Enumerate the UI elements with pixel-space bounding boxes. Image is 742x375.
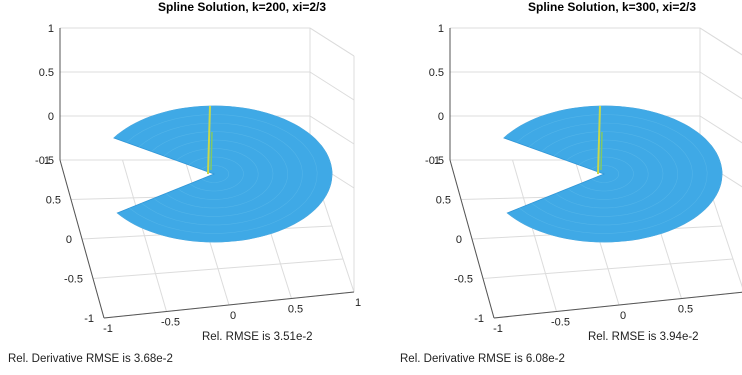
y-tick-label: -1 bbox=[474, 313, 484, 325]
x-axis-line bbox=[493, 291, 742, 319]
y-tick-label: 1 bbox=[434, 155, 440, 167]
x-tick-label: -0.5 bbox=[551, 317, 570, 329]
plot-title-left: Spline Solution, k=200, xi=2/3 bbox=[158, 0, 327, 14]
x-tick-label: -1 bbox=[493, 323, 503, 335]
surface-mesh bbox=[113, 105, 333, 243]
derivative-rmse-text-right: Rel. Derivative RMSE is 6.08e-2 bbox=[400, 353, 565, 365]
surface-mesh-ring bbox=[163, 139, 274, 209]
z-gridline-side bbox=[699, 27, 742, 56]
z-tick-label: 0 bbox=[48, 111, 54, 123]
y-gridline bbox=[92, 258, 344, 279]
surface-mesh-ring bbox=[541, 131, 679, 217]
surface-mesh-ring bbox=[113, 105, 333, 243]
y-tick-label: 0 bbox=[456, 234, 462, 246]
x-tick-label: 0 bbox=[230, 310, 236, 322]
y-tick-label: -0.5 bbox=[64, 274, 83, 286]
surface-spike-secondary bbox=[600, 131, 603, 171]
surface-spike bbox=[207, 105, 211, 175]
surface-mesh-ring bbox=[516, 114, 708, 234]
surface-mesh-ring bbox=[566, 148, 649, 200]
surface-mesh-ring bbox=[151, 131, 289, 217]
z-tick-label: 1 bbox=[438, 23, 444, 35]
x-tick-label: -1 bbox=[103, 323, 113, 335]
surface-mesh-ring bbox=[553, 139, 664, 209]
x-tick-label: 0.5 bbox=[678, 304, 693, 316]
y-gridline bbox=[482, 258, 734, 279]
y-axis-line bbox=[59, 159, 105, 319]
surface-mesh-ring bbox=[503, 105, 723, 243]
plot-title-right: Spline Solution, k=300, xi=2/3 bbox=[528, 0, 697, 14]
x-tick-label: 1 bbox=[355, 297, 361, 309]
z-tick-label: -0.5 bbox=[425, 155, 444, 167]
x-tick-label: 0.5 bbox=[288, 304, 303, 316]
z-gridline-side bbox=[309, 115, 355, 145]
plot-right: -0.500.51-1-0.500.51-1-0.500.51 bbox=[425, 23, 742, 335]
z-gridline-side bbox=[309, 27, 355, 57]
rmse-text-right: Rel. RMSE is 3.94e-2 bbox=[588, 331, 699, 343]
z-gridline-side bbox=[699, 115, 742, 144]
y-tick-label: 0.5 bbox=[46, 195, 61, 207]
surface-spike-secondary bbox=[210, 131, 213, 171]
derivative-rmse-text-left: Rel. Derivative RMSE is 3.68e-2 bbox=[8, 353, 173, 365]
surface-mesh-ring bbox=[126, 114, 318, 234]
y-axis-line bbox=[449, 159, 495, 319]
y-tick-label: -0.5 bbox=[454, 274, 473, 286]
z-tick-label: 0.5 bbox=[429, 67, 444, 79]
z-tick-label: 0.5 bbox=[39, 67, 54, 79]
x-tick-label: -0.5 bbox=[161, 317, 180, 329]
plot-left: -0.5 0 0.5 1 -1 -0.5 0 0.5 1 -1 -0.5 0 0.5 1 bbox=[35, 23, 361, 335]
z-tick-label: -0.5 bbox=[35, 155, 54, 167]
surface-mesh-ring bbox=[176, 148, 259, 200]
y-tick-label: -1 bbox=[84, 313, 94, 325]
y-tick-label: 1 bbox=[44, 155, 50, 167]
rmse-text-left: Rel. RMSE is 3.51e-2 bbox=[202, 331, 313, 343]
z-tick-label: 1 bbox=[48, 23, 54, 35]
surface-mesh bbox=[503, 105, 723, 243]
surface-mesh-ring bbox=[528, 122, 693, 226]
y-tick-label: 0 bbox=[66, 234, 72, 246]
x-tick-label: 0 bbox=[620, 310, 626, 322]
surface-spike bbox=[597, 105, 601, 175]
z-gridline-side bbox=[699, 71, 742, 100]
x-axis-line bbox=[103, 291, 355, 319]
surface-mesh-ring bbox=[138, 122, 303, 226]
z-gridline-side bbox=[309, 71, 355, 101]
y-tick-label: 0.5 bbox=[436, 195, 451, 207]
z-tick-label: 0 bbox=[438, 111, 444, 123]
